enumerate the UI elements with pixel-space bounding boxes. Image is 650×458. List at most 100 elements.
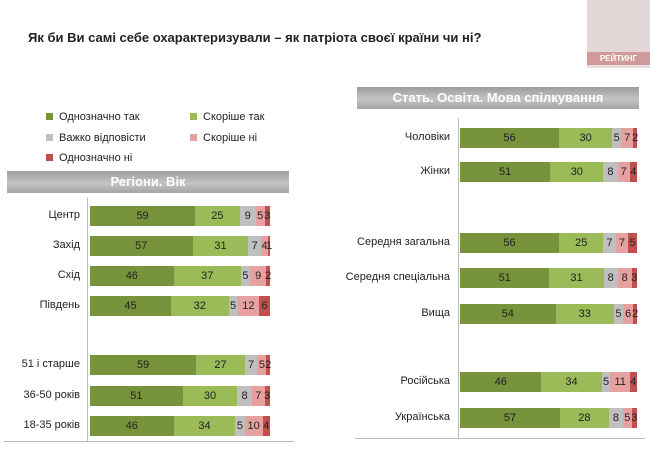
bar-segment: 9 bbox=[239, 206, 256, 226]
stacked-bar: 59 27 7 5 2 bbox=[90, 355, 271, 375]
bar-segment: 32 bbox=[171, 296, 229, 316]
legend-label: Скоріше так bbox=[203, 111, 265, 123]
bar-segment: 5 bbox=[257, 355, 267, 375]
bar-segment: 2 bbox=[632, 128, 638, 148]
panel-title-regions-age: Регіони. Вік bbox=[7, 171, 289, 193]
bar-segment: 34 bbox=[173, 416, 236, 436]
stacked-bar: 45 32 5 12 6 bbox=[90, 296, 270, 316]
rating-logo: РЕЙТИНГ bbox=[587, 0, 650, 68]
stacked-bar: 57 28 8 5 3 bbox=[460, 408, 637, 428]
bar-segment: 5 bbox=[622, 408, 632, 428]
bar-segment: 45 bbox=[90, 296, 171, 316]
stacked-bar: 59 25 9 5 3 bbox=[90, 206, 270, 226]
row-label: Південь bbox=[39, 299, 80, 311]
bar-segment: 6 bbox=[259, 296, 270, 316]
bar-segment: 9 bbox=[249, 266, 267, 286]
bar-segment: 46 bbox=[90, 416, 174, 436]
bar-segment: 30 bbox=[559, 128, 613, 148]
bar-segment: 7 bbox=[603, 233, 616, 253]
bar-segment: 4 bbox=[260, 236, 269, 256]
bar-segment: 5 bbox=[601, 372, 611, 392]
bar-segment: 28 bbox=[559, 408, 609, 428]
bar-segment: 3 bbox=[631, 408, 637, 428]
right-panel-axis bbox=[458, 118, 459, 438]
bar-segment: 46 bbox=[90, 266, 174, 286]
stacked-bar: 51 31 8 8 3 bbox=[460, 268, 637, 288]
row-label: 36-50 років bbox=[23, 389, 80, 401]
bar-segment: 27 bbox=[196, 355, 245, 375]
bar-segment: 5 bbox=[628, 233, 637, 253]
bar-segment: 1 bbox=[266, 236, 272, 256]
bar-segment: 54 bbox=[460, 304, 556, 324]
bar-segment: 10 bbox=[244, 416, 263, 436]
bar-segment: 30 bbox=[550, 162, 604, 182]
bar-segment: 7 bbox=[617, 162, 630, 182]
bar-segment: 56 bbox=[460, 128, 560, 148]
bar-segment: 33 bbox=[555, 304, 614, 324]
bar-segment: 7 bbox=[248, 236, 261, 256]
bar-segment: 8 bbox=[608, 408, 623, 428]
legend-label: Однозначно ні bbox=[59, 152, 133, 164]
legend-item: Скоріше ні bbox=[190, 132, 257, 144]
bar-segment: 11 bbox=[610, 372, 630, 392]
legend-item: Однозначно так bbox=[46, 111, 140, 123]
stacked-bar: 46 34 5 11 4 bbox=[460, 372, 637, 392]
bar-segment: 57 bbox=[90, 236, 193, 256]
row-label: 51 і старше bbox=[21, 358, 80, 370]
logo-mark bbox=[587, 0, 650, 52]
bar-segment: 5 bbox=[255, 206, 265, 226]
bar-segment: 7 bbox=[615, 233, 629, 253]
bar-segment: 46 bbox=[460, 372, 542, 392]
stacked-bar: 46 37 5 9 2 bbox=[90, 266, 271, 286]
bar-segment: 5 bbox=[240, 266, 250, 286]
legend-swatch bbox=[190, 113, 197, 120]
row-label: 18-35 років bbox=[23, 419, 80, 431]
bar-segment: 31 bbox=[192, 236, 249, 256]
stacked-bar: 46 34 5 10 4 bbox=[90, 416, 270, 436]
bar-segment: 2 bbox=[265, 355, 271, 375]
bar-segment: 57 bbox=[460, 408, 560, 428]
row-label: Жінки bbox=[420, 165, 450, 177]
bar-segment: 5 bbox=[235, 416, 245, 436]
bar-segment: 12 bbox=[237, 296, 260, 316]
row-label: Українська bbox=[394, 411, 450, 423]
row-label: Середня спеціальна bbox=[345, 271, 450, 283]
bar-segment: 59 bbox=[90, 206, 196, 226]
row-label: Чоловіки bbox=[404, 131, 450, 143]
bar-segment: 34 bbox=[541, 372, 602, 392]
left-panel-axis bbox=[87, 198, 88, 441]
bar-segment: 4 bbox=[262, 416, 270, 436]
left-panel-bottom bbox=[4, 441, 294, 442]
bar-segment: 7 bbox=[244, 355, 258, 375]
legend-label: Важко відповісти bbox=[59, 132, 146, 144]
legend-label: Однозначно так bbox=[59, 111, 140, 123]
stacked-bar: 51 30 8 7 4 bbox=[460, 162, 637, 182]
row-label: Центр bbox=[48, 209, 81, 221]
bar-segment: 4 bbox=[629, 372, 637, 392]
bar-segment: 31 bbox=[549, 268, 604, 288]
bar-segment: 30 bbox=[182, 386, 238, 406]
panel-title-gender-education-language: Стать. Освіта. Мова спілкування bbox=[357, 87, 639, 109]
bar-segment: 51 bbox=[90, 386, 183, 406]
stacked-bar: 56 30 5 7 2 bbox=[460, 128, 638, 148]
row-label: Середня загальна bbox=[357, 236, 450, 248]
legend-label: Скоріше ні bbox=[203, 132, 258, 144]
bar-segment: 8 bbox=[603, 268, 618, 288]
legend-swatch bbox=[190, 134, 197, 141]
bar-segment: 25 bbox=[195, 206, 240, 226]
row-label: Російська bbox=[400, 375, 450, 387]
logo-text: РЕЙТИНГ bbox=[587, 52, 650, 65]
bar-segment: 37 bbox=[173, 266, 241, 286]
row-label: Схід bbox=[57, 269, 80, 281]
bar-segment: 59 bbox=[90, 355, 197, 375]
bar-segment: 3 bbox=[631, 268, 637, 288]
legend-item: Скоріше так bbox=[190, 111, 264, 123]
bar-segment: 5 bbox=[228, 296, 238, 316]
bar-segment: 56 bbox=[460, 233, 560, 253]
bar-segment: 2 bbox=[265, 266, 271, 286]
right-panel-bottom bbox=[355, 438, 645, 439]
legend-swatch bbox=[46, 154, 53, 161]
bar-segment: 8 bbox=[237, 386, 252, 406]
chart-title: Як би Ви самі себе охарактеризували – як… bbox=[28, 30, 482, 45]
bar-segment: 4 bbox=[629, 162, 637, 182]
